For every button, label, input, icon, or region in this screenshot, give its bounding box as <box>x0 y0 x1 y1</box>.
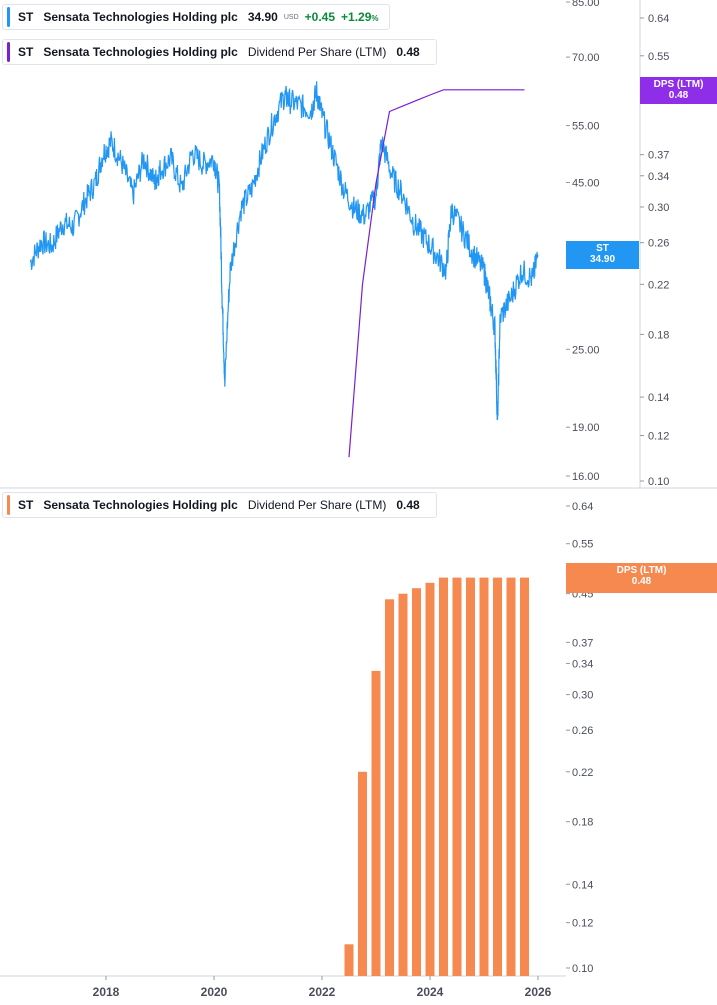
time-axis-tick-label: 2026 <box>525 985 552 999</box>
dps-top-badge-label: DPS (LTM) <box>653 79 704 90</box>
bottom-axis-tick-label: 0.18 <box>572 817 593 829</box>
bottom-axis-tick-label: 0.64 <box>572 501 593 513</box>
dps-line <box>348 89 525 458</box>
bottom-axis-tick-label: 0.10 <box>572 963 593 975</box>
legend-company-name: Sensata Technologies Holding plc <box>43 498 238 512</box>
dps-axis-tick-label: 0.26 <box>648 238 669 250</box>
legend-dps-top[interactable]: ST Sensata Technologies Holding plc Divi… <box>2 39 437 65</box>
time-axis: 2018 2020 2022 2024 2026 <box>93 976 552 999</box>
bottom-axis-tick-label: 0.12 <box>572 918 593 930</box>
price-axis-tick-label: 19.00 <box>572 422 600 434</box>
dps-bar <box>398 593 408 976</box>
dps-bar <box>506 577 516 976</box>
legend-change-pct: +1.29% <box>341 10 379 24</box>
legend-price[interactable]: ST Sensata Technologies Holding plc 34.9… <box>2 4 390 30</box>
dps-bar <box>425 582 435 976</box>
bottom-axis-tick-label: 0.37 <box>572 637 593 649</box>
price-axis-tick-label: 16.00 <box>572 471 600 483</box>
dps-bar <box>466 577 475 976</box>
price-line <box>29 81 539 421</box>
dps-axis-tick-label: 0.18 <box>648 329 669 341</box>
dps-axis-tick-label: 0.34 <box>648 171 669 183</box>
bottom-axis-tick-label: 0.14 <box>572 879 593 891</box>
dps-bar <box>520 577 529 976</box>
legend-company-name: Sensata Technologies Holding plc <box>43 10 238 24</box>
dps-bar <box>452 577 462 976</box>
legend-currency: USD <box>283 13 299 21</box>
bottom-axis-tick-label: 0.22 <box>572 767 593 779</box>
legend-dps-bottom[interactable]: ST Sensata Technologies Holding plc Divi… <box>2 492 437 518</box>
price-axis-tick-label: 45.00 <box>572 178 600 190</box>
price-axis-tick-label: 70.00 <box>572 52 600 64</box>
dps-axis-tick-label: 0.22 <box>648 279 669 291</box>
dps-bar <box>371 670 381 976</box>
price-axis-tick-label: 85.00 <box>572 0 600 9</box>
legend-symbol: ST <box>18 10 34 24</box>
dps-bar <box>493 577 502 976</box>
bottom-axis-tick-label: 0.34 <box>572 658 593 670</box>
price-series <box>29 81 539 421</box>
time-axis-tick-label: 2022 <box>309 985 336 999</box>
dps-bottom-badge: DPS (LTM) 0.48 <box>566 563 717 593</box>
dps-bar <box>344 944 354 976</box>
dps-line-series <box>348 89 525 458</box>
dps-bottom-badge-value: 0.48 <box>631 576 652 587</box>
legend-company-name: Sensata Technologies Holding plc <box>43 45 238 59</box>
time-axis-tick-label: 2020 <box>201 985 228 999</box>
dps-bar <box>439 577 448 976</box>
dps-bar <box>412 588 421 976</box>
legend-metric-value: 0.48 <box>396 498 420 512</box>
legend-dps-swatch <box>7 42 10 62</box>
dps-axis-tick-label: 0.14 <box>648 392 669 404</box>
dps-bar <box>358 771 367 976</box>
dps-bar-series <box>344 577 529 976</box>
dps-axis-tick-label: 0.10 <box>648 476 669 488</box>
dps-top-badge-value: 0.48 <box>668 90 689 101</box>
legend-price-swatch <box>7 7 10 27</box>
legend-symbol: ST <box>18 45 34 59</box>
legend-metric: Dividend Per Share (LTM) <box>247 498 387 512</box>
bottom-axis-tick-label: 0.55 <box>572 539 593 551</box>
dps-bottom-badge-label: DPS (LTM) <box>616 565 667 576</box>
legend-change: +0.45 <box>304 10 336 24</box>
st-badge-value: 34.90 <box>589 254 616 265</box>
dps-axis-tick-label: 0.55 <box>648 51 669 63</box>
dps-axis-tick-label: 0.30 <box>648 202 669 214</box>
legend-metric-value: 0.48 <box>396 45 420 59</box>
legend-price-value: 34.90 <box>247 10 278 24</box>
legend-symbol: ST <box>18 498 34 512</box>
time-axis-tick-label: 2018 <box>93 985 120 999</box>
dps-bar <box>479 577 489 976</box>
legend-dps-bar-swatch <box>7 495 10 515</box>
time-axis-tick-label: 2024 <box>417 985 444 999</box>
price-axis-tick-label: 25.00 <box>572 344 600 356</box>
st-badge-label: ST <box>596 243 609 254</box>
dps-top-badge: DPS (LTM) 0.48 <box>640 77 717 104</box>
bottom-axis-tick-label: 0.26 <box>572 725 593 737</box>
bottom-axis-tick-label: 0.30 <box>572 690 593 702</box>
dps-bar <box>385 599 394 976</box>
price-axis-tick-label: 55.00 <box>572 121 600 133</box>
legend-metric: Dividend Per Share (LTM) <box>247 45 387 59</box>
dps-axis-tick-label: 0.64 <box>648 13 669 25</box>
st-price-badge: ST 34.90 <box>566 241 639 269</box>
dps-axis-tick-label: 0.37 <box>648 150 669 162</box>
dps-axis-tick-label: 0.12 <box>648 431 669 443</box>
